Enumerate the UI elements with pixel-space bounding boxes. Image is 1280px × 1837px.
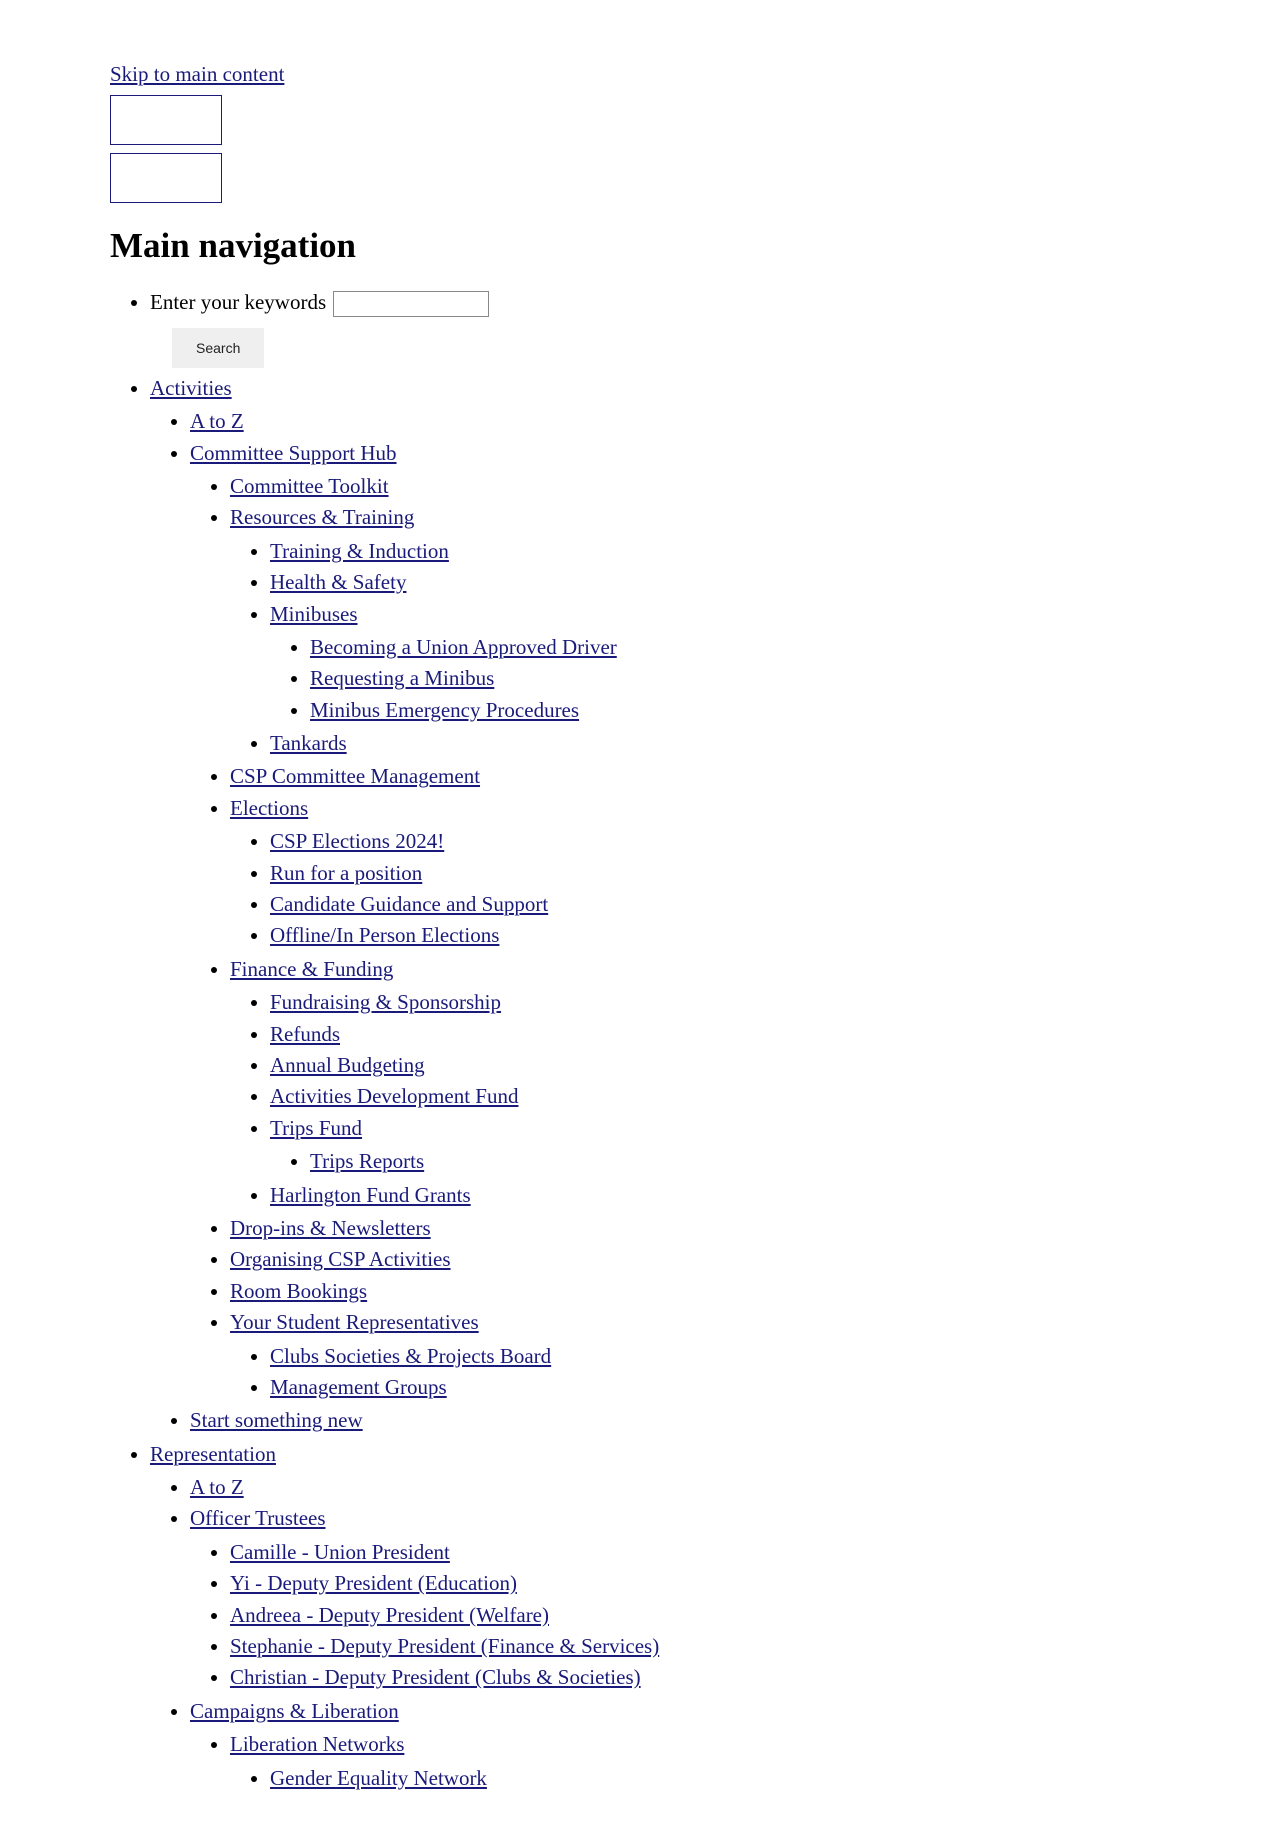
- andreea-link[interactable]: Andreea - Deputy President (Welfare): [230, 1603, 549, 1627]
- finance-funding-link[interactable]: Finance & Funding: [230, 957, 393, 981]
- resources-training-link[interactable]: Resources & Training: [230, 505, 414, 529]
- search-input[interactable]: [333, 291, 489, 317]
- minibus-emergency-link[interactable]: Minibus Emergency Procedures: [310, 698, 579, 722]
- offline-elections-link[interactable]: Offline/In Person Elections: [270, 923, 499, 947]
- yi-link[interactable]: Yi - Deputy President (Education): [230, 1571, 517, 1595]
- main-nav-heading: Main navigation: [110, 221, 1170, 270]
- gender-equality-link[interactable]: Gender Equality Network: [270, 1766, 487, 1790]
- nav-activities: Activities A to Z Committee Support Hub …: [150, 374, 1170, 1436]
- becoming-driver-link[interactable]: Becoming a Union Approved Driver: [310, 635, 617, 659]
- adf-link[interactable]: Activities Development Fund: [270, 1084, 518, 1108]
- search-button[interactable]: Search: [172, 328, 264, 368]
- annual-budgeting-link[interactable]: Annual Budgeting: [270, 1053, 425, 1077]
- campaigns-liberation: Campaigns & Liberation Liberation Networ…: [190, 1697, 1170, 1793]
- csp-board-link[interactable]: Clubs Societies & Projects Board: [270, 1344, 551, 1368]
- liberation-networks: Liberation Networks Gender Equality Netw…: [230, 1730, 1170, 1793]
- finance-funding: Finance & Funding Fundraising & Sponsors…: [230, 955, 1170, 1210]
- health-safety-link[interactable]: Health & Safety: [270, 570, 406, 594]
- csp-committee-mgmt-link[interactable]: CSP Committee Management: [230, 764, 480, 788]
- dropins-link[interactable]: Drop-ins & Newsletters: [230, 1216, 431, 1240]
- student-reps-link[interactable]: Your Student Representatives: [230, 1310, 479, 1334]
- placeholder-box-2: [110, 153, 222, 203]
- committee-support-hub-link[interactable]: Committee Support Hub: [190, 441, 397, 465]
- requesting-minibus-link[interactable]: Requesting a Minibus: [310, 666, 494, 690]
- search-label: Enter your keywords: [150, 290, 326, 314]
- candidate-guidance-link[interactable]: Candidate Guidance and Support: [270, 892, 548, 916]
- run-position-link[interactable]: Run for a position: [270, 861, 422, 885]
- refunds-link[interactable]: Refunds: [270, 1022, 340, 1046]
- harlington-link[interactable]: Harlington Fund Grants: [270, 1183, 471, 1207]
- training-induction-link[interactable]: Training & Induction: [270, 539, 449, 563]
- representation-a-to-z-link[interactable]: A to Z: [190, 1475, 244, 1499]
- mgmt-groups-link[interactable]: Management Groups: [270, 1375, 447, 1399]
- activities-a-to-z-link[interactable]: A to Z: [190, 409, 244, 433]
- committee-support-hub: Committee Support Hub Committee Toolkit …: [190, 439, 1170, 1403]
- officer-trustees: Officer Trustees Camille - Union Preside…: [190, 1504, 1170, 1692]
- representation-link[interactable]: Representation: [150, 1442, 276, 1466]
- student-reps: Your Student Representatives Clubs Socie…: [230, 1308, 1170, 1402]
- minibuses: Minibuses Becoming a Union Approved Driv…: [270, 600, 1170, 726]
- skip-to-main-link[interactable]: Skip to main content: [110, 60, 284, 89]
- resources-training: Resources & Training Training & Inductio…: [230, 503, 1170, 758]
- placeholder-box-1: [110, 95, 222, 145]
- liberation-networks-link[interactable]: Liberation Networks: [230, 1732, 404, 1756]
- officer-trustees-link[interactable]: Officer Trustees: [190, 1506, 326, 1530]
- elections: Elections CSP Elections 2024! Run for a …: [230, 794, 1170, 951]
- christian-link[interactable]: Christian - Deputy President (Clubs & So…: [230, 1665, 641, 1689]
- fundraising-link[interactable]: Fundraising & Sponsorship: [270, 990, 501, 1014]
- start-new-link[interactable]: Start something new: [190, 1408, 363, 1432]
- trips-fund: Trips Fund Trips Reports: [270, 1114, 1170, 1177]
- elections-link[interactable]: Elections: [230, 796, 308, 820]
- minibuses-link[interactable]: Minibuses: [270, 602, 358, 626]
- campaigns-liberation-link[interactable]: Campaigns & Liberation: [190, 1699, 399, 1723]
- nav-root-list: Enter your keywords Search Activities A …: [110, 288, 1170, 1793]
- stephanie-link[interactable]: Stephanie - Deputy President (Finance & …: [230, 1634, 659, 1658]
- trips-reports-link[interactable]: Trips Reports: [310, 1149, 424, 1173]
- csp-elections-2024-link[interactable]: CSP Elections 2024!: [270, 829, 444, 853]
- room-bookings-link[interactable]: Room Bookings: [230, 1279, 367, 1303]
- nav-representation: Representation A to Z Officer Trustees C…: [150, 1440, 1170, 1793]
- organising-csp-link[interactable]: Organising CSP Activities: [230, 1247, 451, 1271]
- committee-toolkit-link[interactable]: Committee Toolkit: [230, 474, 389, 498]
- search-item: Enter your keywords Search: [150, 288, 1170, 367]
- tankards-link[interactable]: Tankards: [270, 731, 347, 755]
- camille-link[interactable]: Camille - Union President: [230, 1540, 450, 1564]
- activities-link[interactable]: Activities: [150, 376, 232, 400]
- trips-fund-link[interactable]: Trips Fund: [270, 1116, 362, 1140]
